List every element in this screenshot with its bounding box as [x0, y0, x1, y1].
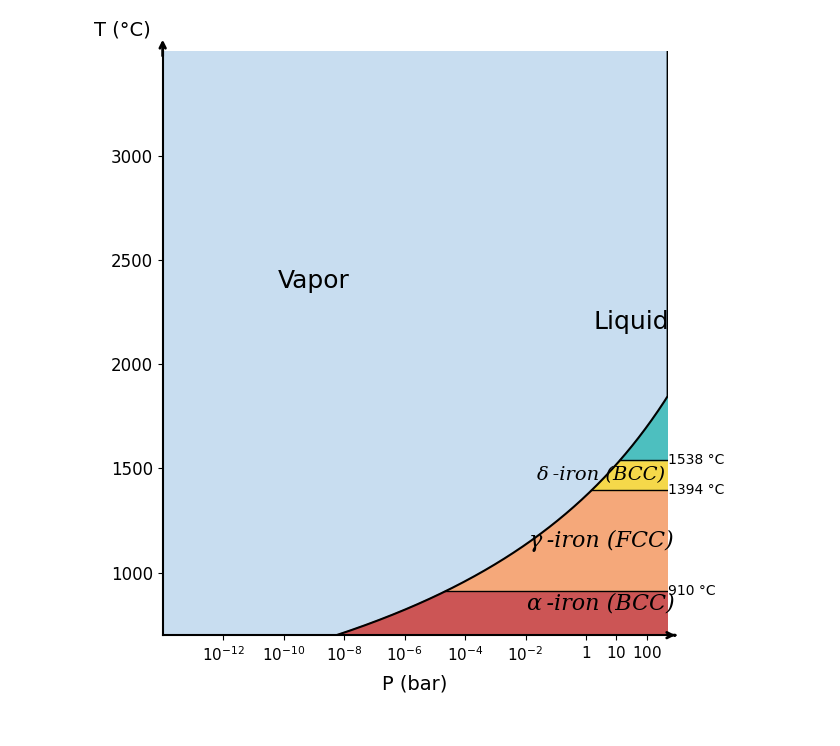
Polygon shape: [445, 490, 668, 592]
Polygon shape: [591, 460, 668, 490]
Text: γ -iron (FCC): γ -iron (FCC): [529, 530, 674, 552]
Y-axis label: T (°C): T (°C): [94, 21, 150, 40]
Text: Liquid: Liquid: [594, 310, 669, 334]
Text: δ -iron (BCC): δ -iron (BCC): [537, 466, 665, 484]
Polygon shape: [620, 51, 668, 460]
Text: 1538 °C: 1538 °C: [668, 454, 724, 468]
X-axis label: P (bar): P (bar): [382, 674, 448, 694]
Text: α -iron (BCC): α -iron (BCC): [528, 593, 675, 615]
Text: Vapor: Vapor: [278, 269, 349, 292]
Polygon shape: [163, 51, 668, 635]
Text: 910 °C: 910 °C: [668, 584, 716, 598]
Polygon shape: [163, 592, 668, 635]
Text: 1394 °C: 1394 °C: [668, 483, 724, 498]
